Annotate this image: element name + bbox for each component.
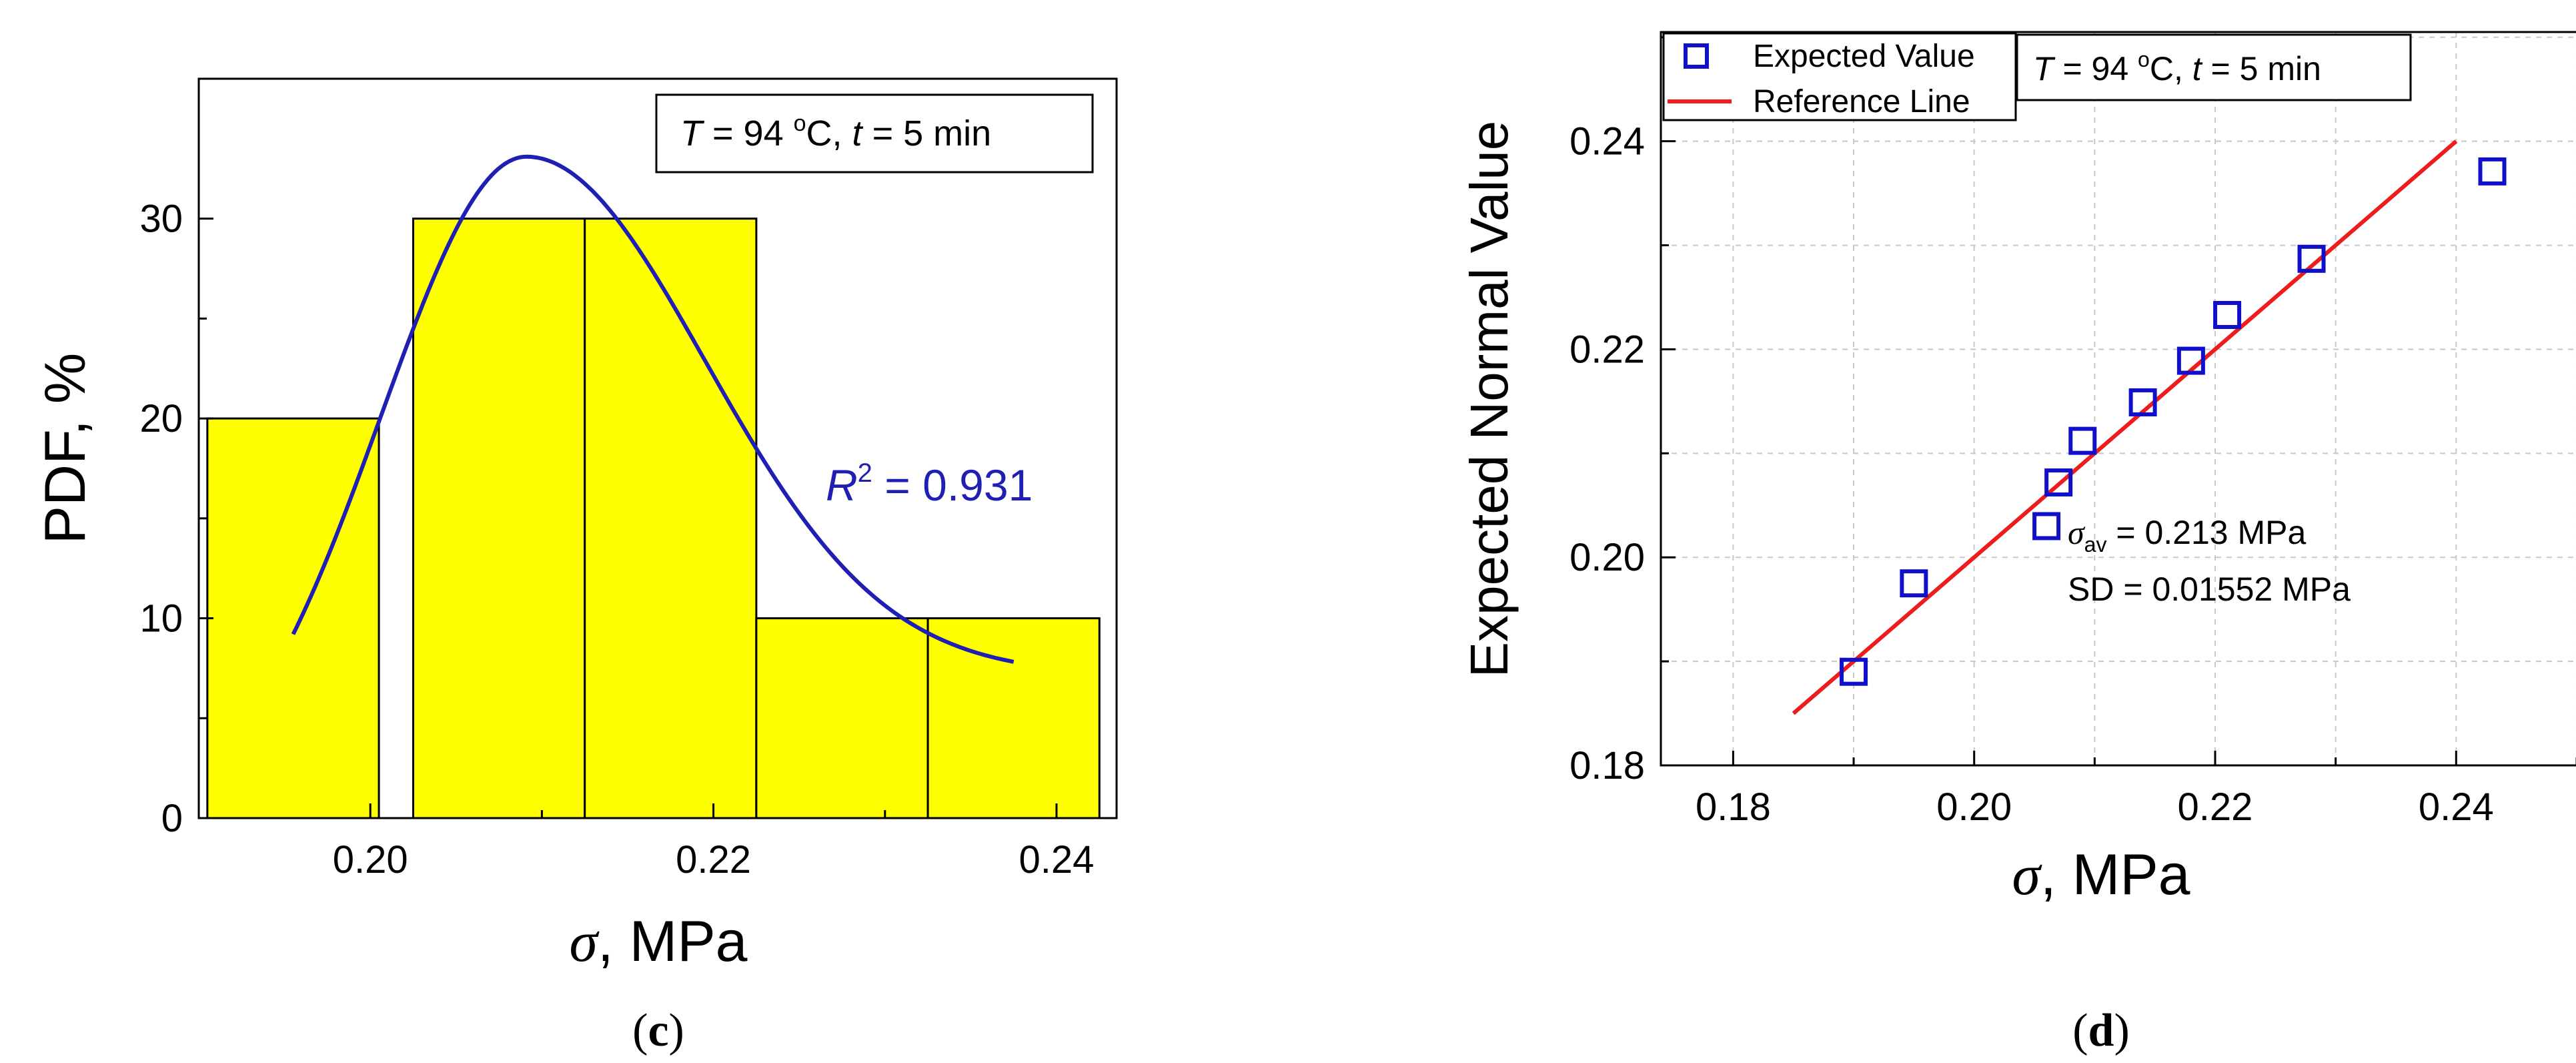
panel-c-bars: [206, 218, 1101, 819]
panel-c-x-axis-unit: , MPa: [598, 910, 748, 974]
panel-d-sd-stat: SD = 0.01552 MPa: [2068, 571, 2351, 608]
data-point-1: [1900, 569, 1928, 598]
panel-c-r2-exponent: 2: [858, 458, 872, 488]
panel-c-fit-curve: [291, 154, 1015, 664]
y-tick-label-2: 0.22: [1569, 328, 1645, 371]
panel-c-caption-letter: c: [648, 1005, 668, 1056]
bar-4: [926, 617, 1101, 819]
y-tick-label-3: 0.24: [1569, 120, 1645, 163]
y-tick-label-3: 30: [139, 198, 183, 241]
panel-c-unit-sep: C,: [806, 113, 852, 153]
panel-d-plot-frame: [1660, 31, 2576, 767]
panel-c-condition-text: T = 94 oC, t = 5 min: [680, 111, 991, 153]
y-tick-label-2: 20: [139, 397, 183, 440]
panel-d-y-axis-label: Expected Normal Value: [1459, 121, 1519, 678]
panel-d-T-symbol: T: [2033, 50, 2056, 87]
y-tick-label-0: 0: [161, 797, 183, 840]
data-point-6: [2176, 346, 2205, 375]
panel-d-x-ticks: 0.18 0.20 0.22 0.24: [1696, 751, 2576, 829]
data-point-8: [2297, 244, 2326, 273]
panel-d-caption-letter: d: [2088, 1005, 2114, 1056]
panel-d-sigma-av-stat: σav = 0.213 MPa: [2068, 514, 2306, 557]
bar-0: [206, 417, 380, 819]
panel-d-reference-line: [1792, 139, 2458, 715]
panel-d-x-axis-symbol: σ: [2012, 843, 2042, 907]
panel-d-grid: [1661, 32, 2576, 765]
panel-c-r2-symbol: R: [826, 460, 858, 510]
panel-d-condition-text: T = 94 oC, t = 5 min: [2033, 47, 2321, 87]
panel-c-histogram: 0 10 20 30 0.20 0.22 0.24 PDF, % σ, MPa T = 9…: [33, 77, 1118, 1056]
panel-d-sigma-value: = 0.213 MPa: [2106, 514, 2306, 551]
panel-c-degree: o: [794, 111, 806, 136]
bar-1: [412, 218, 586, 819]
panel-d-legend-marker-square: [1684, 43, 1709, 69]
panel-c-r2-annotation: R2 = 0.931: [826, 458, 1033, 510]
bar-3: [755, 617, 929, 819]
panel-d-legend-label-expected: Expected Value: [1753, 39, 1975, 74]
panel-d-unit-sep: C,: [2150, 50, 2192, 87]
panel-c-caption: (c): [632, 1005, 684, 1056]
bar-2: [584, 218, 758, 819]
data-point-7: [2213, 301, 2242, 330]
y-tick-label-0: 0.18: [1569, 744, 1645, 787]
data-point-5: [2128, 388, 2157, 416]
panel-d-condition-box: [2016, 33, 2412, 101]
data-point-9: [2478, 157, 2507, 186]
panel-c-y-ticks: 0 10 20 30: [139, 198, 213, 840]
data-point-3: [2044, 468, 2073, 496]
data-point-4: [2068, 426, 2097, 455]
panel-c-T-symbol: T: [680, 113, 705, 153]
panel-c-T-value: = 94: [702, 113, 794, 153]
panel-d-legend-box: [1662, 32, 2017, 121]
panel-c-r2-value: = 0.931: [872, 460, 1033, 510]
x-tick-label-3: 0.24: [2419, 785, 2494, 829]
panel-d-sigma-symbol: σ: [2068, 514, 2086, 551]
panel-c-x-ticks: 0.20 0.22 0.24: [333, 803, 1095, 881]
x-tick-label-1: 0.20: [1936, 785, 2012, 829]
panel-d-x-axis-label: σ, MPa: [2012, 843, 2190, 907]
data-point-2: [2032, 512, 2061, 541]
x-tick-label-2: 0.24: [1019, 838, 1095, 881]
y-tick-label-1: 0.20: [1569, 536, 1645, 579]
panel-d-y-ticks: 0.18 0.20 0.22 0.24: [1569, 36, 1676, 787]
x-tick-label-0: 0.18: [1696, 785, 1771, 829]
panel-d-x-axis-unit: , MPa: [2040, 843, 2190, 907]
panel-d-probability-plot: 0.18 0.20 0.22 0.24 0.18 0.20 0.22 0.24 Expect…: [1459, 31, 2576, 1056]
x-tick-label-2: 0.22: [2178, 785, 2253, 829]
x-tick-label-1: 0.22: [676, 838, 751, 881]
panel-c-condition-box: [655, 93, 1094, 173]
data-point-0: [1840, 657, 1868, 686]
panel-d-legend-label-reference: Reference Line: [1753, 84, 1970, 119]
panel-d-t-value: = 5 min: [2202, 50, 2321, 87]
panel-c-x-axis-label: σ, MPa: [569, 910, 747, 974]
panel-d-caption: (d): [2072, 1005, 2130, 1056]
panel-d-degree: o: [2138, 47, 2150, 71]
panel-d-T-value: = 94: [2054, 50, 2138, 87]
panel-d-sigma-subscript: av: [2084, 533, 2107, 557]
panel-c-x-axis-symbol: σ: [569, 910, 600, 974]
panel-c-y-axis-label: PDF, %: [33, 353, 97, 545]
panel-d-t-symbol: t: [2192, 50, 2203, 87]
panel-c-t-value: = 5 min: [862, 113, 992, 153]
panel-d-points: [1840, 157, 2507, 686]
panel-c-t-symbol: t: [852, 113, 864, 153]
y-tick-label-1: 10: [139, 597, 183, 641]
x-tick-label-0: 0.20: [333, 838, 408, 881]
